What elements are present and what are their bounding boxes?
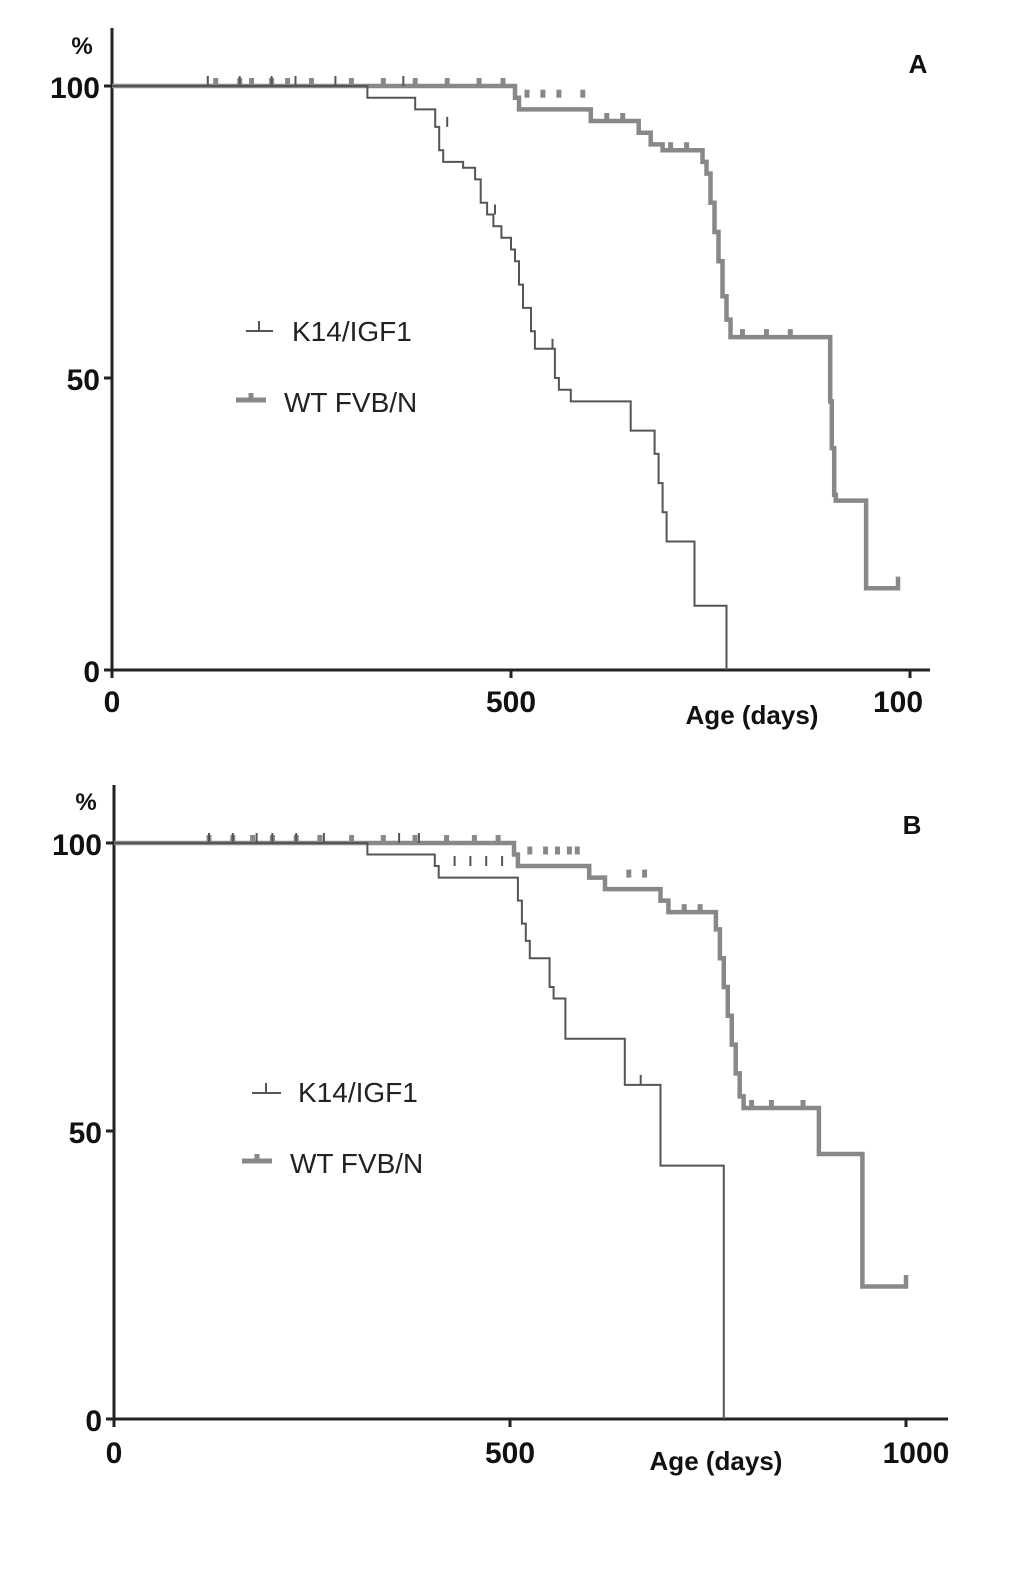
panel-a-legend-swatch-wt-fvbn (236, 393, 266, 403)
panel-a-label: A (909, 49, 928, 79)
panel-a-legend-label-wt-fvbn: WT FVB/N (284, 387, 417, 418)
panel-a-chart: 100 50 0 % 0 500 100 Age (days) A K14/IG… (50, 28, 930, 730)
panel-a-y-tick-label-50: 50 (67, 364, 100, 397)
panel-b-legend-swatch-wt-fvbn (242, 1154, 272, 1164)
panel-a-series-line-wt-fvb-n (112, 83, 901, 591)
panel-b-y-tick-label-50: 50 (69, 1117, 102, 1150)
panel-b-legend-label-k14-igf1: K14/IGF1 (298, 1077, 418, 1108)
panel-b-series-line-k14-igf1 (114, 842, 725, 1419)
panel-b-label: B (903, 810, 922, 840)
panel-a-y-tick-label-0: 0 (83, 656, 100, 689)
panel-b-x-axis-label: Age (days) (650, 1446, 783, 1476)
panel-b-y-tick-label-100: 100 (52, 829, 102, 862)
panel-a-series-line-k14-igf1 (112, 85, 728, 670)
panel-a-x-axis-label: Age (days) (686, 700, 819, 730)
panel-a-y-tick-label-100: 100 (50, 72, 100, 105)
panel-b-chart: 100 50 0 % 0 500 1000 Age (days) B K14/I… (52, 785, 949, 1476)
panel-b-series-line-wt-fvb-n (114, 840, 909, 1289)
panel-b-axes (106, 785, 948, 1427)
panel-a-x-tick-label-500: 500 (486, 686, 536, 719)
panel-b-x-tick-label-0: 0 (106, 1437, 123, 1470)
panel-b-legend-label-wt-fvbn: WT FVB/N (290, 1148, 423, 1179)
panel-a-x-tick-label-0: 0 (104, 686, 121, 719)
panel-a-plot-area (112, 76, 901, 670)
panel-b-y-tick-label-0: 0 (85, 1405, 102, 1438)
panel-a-axes (104, 28, 930, 678)
panel-a-unit-label: % (71, 33, 92, 60)
panel-a-legend-label-k14-igf1: K14/IGF1 (292, 316, 412, 347)
panel-b-unit-label: % (75, 789, 96, 816)
panel-b-x-tick-label-500: 500 (485, 1437, 535, 1470)
panel-a-x-tick-label-1000: 100 (873, 686, 923, 719)
panel-a-legend: K14/IGF1 WT FVB/N (236, 316, 417, 418)
panel-a-legend-swatch-k14-igf1 (246, 321, 273, 332)
panel-b-x-tick-label-1000: 1000 (883, 1437, 950, 1470)
panel-b-plot-area (114, 833, 909, 1419)
panel-b-legend: K14/IGF1 WT FVB/N (242, 1077, 423, 1179)
panel-b-legend-swatch-k14-igf1 (252, 1083, 281, 1094)
